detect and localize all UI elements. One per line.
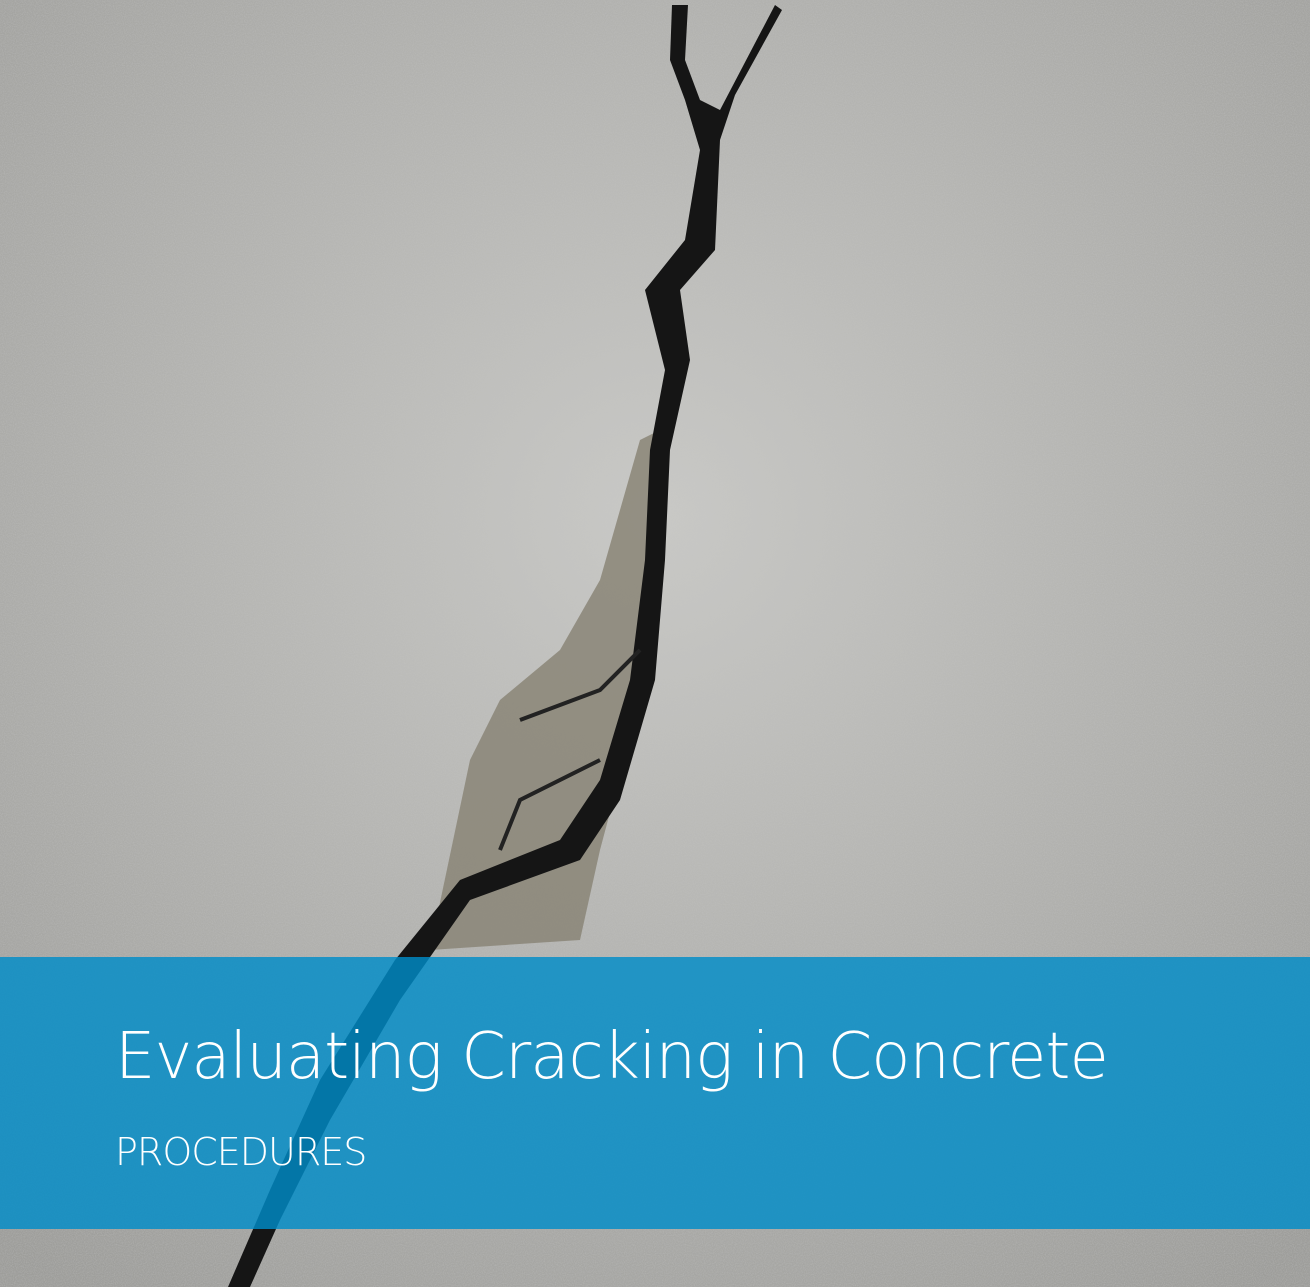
subtitle: PROCEDURES [115,1130,366,1174]
cover: Evaluating Cracking in Concrete PROCEDUR… [0,0,1310,1287]
title: Evaluating Cracking in Concrete [115,1020,1108,1094]
